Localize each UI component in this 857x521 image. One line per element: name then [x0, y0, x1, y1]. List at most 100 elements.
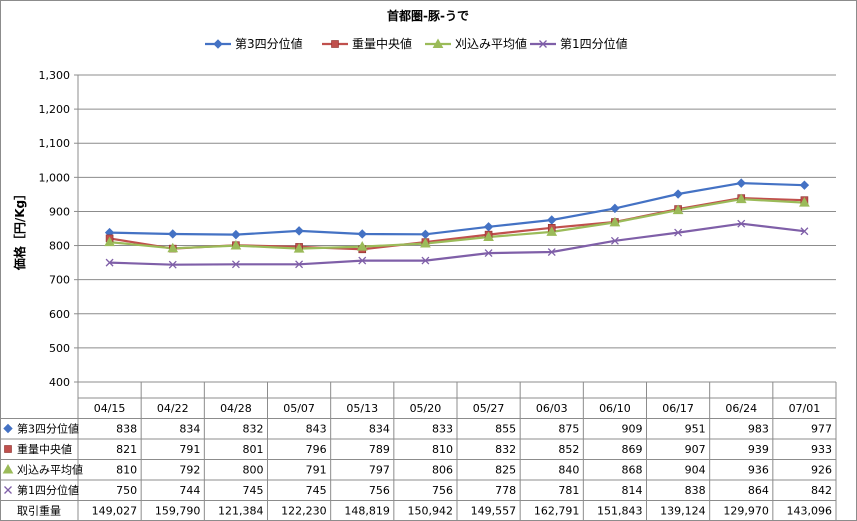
data-label-s0-3: 843: [306, 423, 327, 436]
data-point-s2-8: [609, 216, 621, 227]
y-axis-ticks: 400 500 600 700 800 900 1,000 1,100 1,200 1,300: [39, 69, 71, 389]
data-point-s0-5: [420, 229, 431, 240]
data-label-s1-0: 821: [116, 443, 137, 456]
y-tick-label: 800: [49, 240, 70, 253]
data-point-s3-5: [421, 256, 430, 265]
data-point-s3-4: [358, 256, 367, 265]
data-label-s2-8: 868: [622, 464, 643, 477]
data-point-s0-6: [483, 222, 494, 232]
data-label-s1-11: 933: [811, 443, 832, 456]
legend-marker-3: [539, 40, 547, 48]
table-legend-key-1: [4, 445, 12, 453]
data-point-s0-2: [231, 229, 241, 240]
data-label-s0-2: 832: [243, 423, 264, 436]
data-point-s0-1: [168, 229, 178, 239]
data-label-s2-3: 791: [306, 464, 327, 477]
data-point-s2-9: [672, 204, 684, 215]
data-point-s2-2: [230, 240, 242, 250]
table-row-label: 第1四分位値: [17, 483, 79, 497]
x-tick-label: 05/27: [473, 402, 505, 415]
data-label-s3-3: 745: [306, 484, 327, 497]
data-label-s0-10: 983: [748, 423, 769, 436]
x-tick-label: 05/07: [283, 402, 315, 415]
legend-label: 刈込み平均値: [455, 36, 527, 51]
y-tick-label: 900: [49, 205, 70, 218]
data-point-s0-8: [610, 203, 620, 214]
weight-cell-5: 150,942: [408, 505, 454, 518]
weight-cell-4: 148,819: [344, 505, 390, 518]
legend-label: 第3四分位値: [235, 36, 303, 51]
x-tick-label: 06/03: [536, 402, 568, 415]
data-label-s2-5: 806: [432, 464, 453, 477]
data-label-s3-4: 756: [369, 484, 390, 497]
table-legend-key-3: [4, 486, 12, 494]
data-point-s3-3: [295, 260, 304, 269]
x-tick-label: 06/17: [662, 402, 694, 415]
x-tick-label: 04/22: [157, 402, 189, 415]
data-label-s0-1: 834: [179, 423, 200, 436]
weight-cell-11: 143,096: [787, 505, 833, 518]
data-label-s1-2: 801: [243, 443, 264, 456]
y-tick-label: 700: [49, 274, 70, 287]
data-point-s2-10: [735, 193, 747, 204]
data-label-s2-2: 800: [243, 464, 264, 477]
data-label-s0-8: 909: [622, 423, 643, 436]
weight-cell-6: 149,557: [471, 505, 517, 518]
data-label-s1-6: 832: [495, 443, 516, 456]
series-line-2: [109, 198, 805, 250]
data-label-s0-6: 855: [495, 423, 516, 436]
x-tick-label: 04/28: [220, 402, 252, 415]
data-point-s0-10: [736, 178, 746, 188]
y-tick-label: 1,100: [39, 137, 71, 150]
series-line-3: [109, 222, 805, 266]
weight-cell-10: 129,970: [723, 505, 769, 518]
data-point-s2-0: [104, 236, 115, 247]
data-point-s2-3: [293, 243, 305, 253]
x-tick-label: 04/15: [94, 402, 126, 415]
data-label-s2-0: 810: [116, 464, 137, 477]
data-label-s3-7: 781: [558, 484, 579, 497]
data-label-s3-2: 745: [243, 484, 264, 497]
table-row-label: 重量中央値: [17, 442, 72, 456]
data-label-s0-5: 833: [432, 423, 453, 436]
data-point-s3-6: [484, 249, 493, 258]
data-point-s2-7: [546, 226, 558, 236]
data-label-s1-9: 907: [685, 443, 706, 456]
data-label-s0-11: 977: [811, 423, 832, 436]
data-point-s3-10: [737, 219, 746, 228]
data-point-s3-9: [674, 228, 683, 237]
data-point-s0-3: [294, 226, 304, 236]
data-point-s2-11: [799, 197, 810, 207]
data-label-s1-4: 789: [369, 443, 390, 456]
data-label-s3-10: 864: [748, 484, 769, 497]
table-row-label: 刈込み平均値: [17, 464, 83, 477]
data-label-s2-7: 840: [558, 464, 579, 477]
data-point-s3-11: [800, 227, 809, 236]
data-label-s3-5: 756: [432, 484, 453, 497]
data-point-s3-2: [231, 260, 240, 269]
weight-cell-1: 159,790: [155, 505, 201, 518]
weight-cell-3: 122,230: [281, 505, 327, 518]
weight-cell-2: 121,384: [218, 505, 264, 518]
x-tick-label: 05/13: [346, 402, 378, 415]
data-point-s3-7: [547, 248, 556, 256]
table-row-label: 第3四分位値: [17, 422, 79, 436]
data-label-s3-11: 842: [811, 484, 832, 497]
table-legend-key-2: [2, 463, 14, 474]
data-label-s0-0: 838: [116, 423, 137, 436]
table-legend-key-0: [3, 423, 13, 434]
data-label-s0-7: 875: [558, 423, 579, 436]
y-tick-label: 1,300: [39, 69, 71, 82]
legend-label: 第1四分位値: [560, 36, 628, 51]
data-label-s1-7: 852: [558, 443, 579, 456]
data-label-s1-1: 791: [179, 443, 200, 456]
data-point-s2-1: [167, 242, 179, 253]
weight-cell-9: 139,124: [660, 505, 706, 518]
data-label-s3-9: 838: [685, 484, 706, 497]
legend-marker-2: [432, 38, 444, 48]
data-point-s0-9: [673, 189, 683, 199]
table-row-label: 取引重量: [17, 504, 61, 518]
data-point-s0-4: [357, 229, 367, 239]
data-label-s0-4: 834: [369, 423, 390, 436]
